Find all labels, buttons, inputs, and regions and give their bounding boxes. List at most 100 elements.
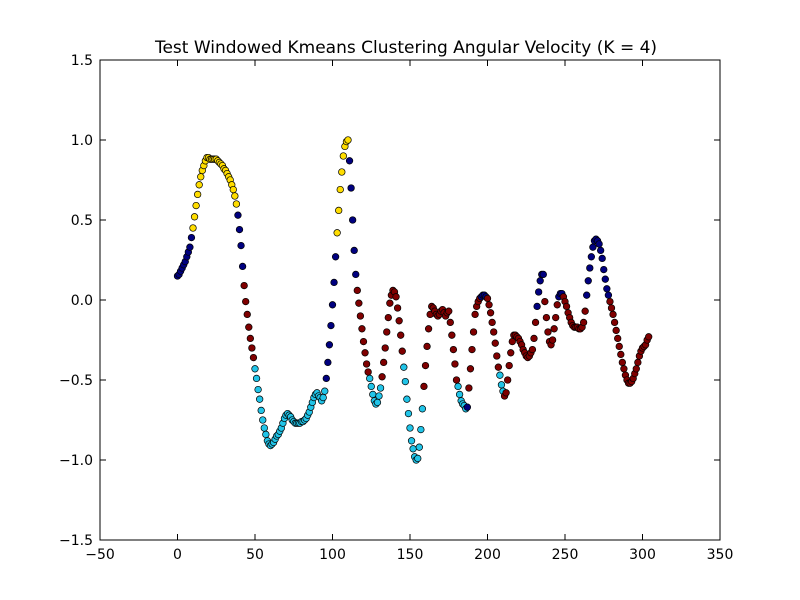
data-point xyxy=(251,365,259,373)
data-point xyxy=(386,299,394,307)
data-point xyxy=(321,387,329,395)
data-point xyxy=(465,384,473,392)
data-point xyxy=(421,361,430,370)
data-point xyxy=(607,304,616,312)
data-point xyxy=(528,345,537,354)
data-point xyxy=(455,390,464,399)
data-point xyxy=(449,345,458,354)
data-point xyxy=(336,185,344,194)
data-point xyxy=(324,358,332,367)
plot-background xyxy=(100,60,720,540)
data-point xyxy=(468,345,476,354)
data-point xyxy=(584,277,592,285)
data-point xyxy=(618,358,626,367)
data-point xyxy=(615,342,623,351)
data-point xyxy=(645,333,653,341)
x-tick-label: 0 xyxy=(173,547,182,563)
chart-title: Test Windowed Kmeans Clustering Angular … xyxy=(154,38,657,58)
data-point xyxy=(504,376,512,384)
x-tick-label: 200 xyxy=(474,547,501,563)
data-point xyxy=(417,425,425,434)
x-tick-label: −50 xyxy=(85,547,115,563)
data-point xyxy=(238,262,247,271)
data-point xyxy=(260,424,268,432)
data-point xyxy=(493,352,501,360)
data-point xyxy=(469,328,478,336)
data-point xyxy=(187,233,196,242)
data-point xyxy=(186,243,194,251)
y-tick-label: 1.0 xyxy=(71,133,93,149)
data-point xyxy=(490,328,498,336)
data-point xyxy=(256,395,264,403)
data-point xyxy=(197,173,205,181)
data-point xyxy=(494,363,503,371)
data-point xyxy=(597,246,605,255)
data-point xyxy=(483,294,492,303)
data-point xyxy=(338,168,346,176)
data-point xyxy=(452,376,461,384)
data-point xyxy=(378,373,386,381)
data-point xyxy=(361,349,369,357)
data-point xyxy=(601,275,609,283)
data-point xyxy=(252,374,261,383)
data-point xyxy=(401,377,410,386)
data-point xyxy=(531,318,540,327)
data-point xyxy=(192,201,200,210)
data-point xyxy=(600,265,608,274)
data-point xyxy=(496,371,504,379)
data-point xyxy=(550,325,558,333)
data-point xyxy=(393,304,402,312)
data-point xyxy=(404,409,413,418)
data-point xyxy=(327,321,335,330)
x-tick-label: 350 xyxy=(707,547,734,563)
data-point xyxy=(335,206,343,215)
data-point xyxy=(259,416,267,424)
data-point xyxy=(248,344,256,352)
data-point xyxy=(595,240,603,248)
data-point xyxy=(376,384,385,392)
data-point xyxy=(328,301,337,309)
data-point xyxy=(606,297,614,306)
data-point xyxy=(347,184,355,192)
data-point xyxy=(398,347,406,355)
data-point xyxy=(589,243,597,251)
data-point xyxy=(471,310,479,319)
data-point xyxy=(610,318,619,327)
data-point xyxy=(617,350,625,359)
data-point xyxy=(254,385,262,394)
y-tick-label: 1.5 xyxy=(71,53,93,69)
data-point xyxy=(359,337,368,346)
data-point xyxy=(583,291,591,299)
data-point xyxy=(445,307,453,315)
data-point xyxy=(375,392,383,400)
data-point xyxy=(587,253,595,261)
data-point xyxy=(232,200,241,208)
data-point xyxy=(319,393,327,402)
data-point xyxy=(229,185,237,194)
plot-area xyxy=(100,60,720,540)
data-point xyxy=(358,325,366,333)
data-point xyxy=(553,301,561,309)
data-point xyxy=(562,302,571,311)
data-point xyxy=(485,301,493,309)
data-point xyxy=(418,405,427,413)
data-point xyxy=(395,317,403,325)
data-point xyxy=(262,430,270,439)
data-point xyxy=(530,334,538,343)
data-point xyxy=(586,264,594,272)
data-points xyxy=(173,136,653,464)
data-point xyxy=(345,157,354,165)
data-point xyxy=(367,382,375,391)
data-point xyxy=(609,310,617,319)
data-point xyxy=(403,395,411,403)
data-point xyxy=(486,309,495,317)
data-point xyxy=(448,331,456,339)
data-point xyxy=(189,224,197,232)
data-point xyxy=(235,225,244,234)
data-point xyxy=(380,358,388,367)
data-point xyxy=(353,286,361,295)
ticks: −50 0 50 100 150 200 250 300 350 −1.5 −1.0 −0.5 0.0 0… xyxy=(59,53,733,563)
data-point xyxy=(231,192,239,200)
data-point xyxy=(579,318,588,327)
